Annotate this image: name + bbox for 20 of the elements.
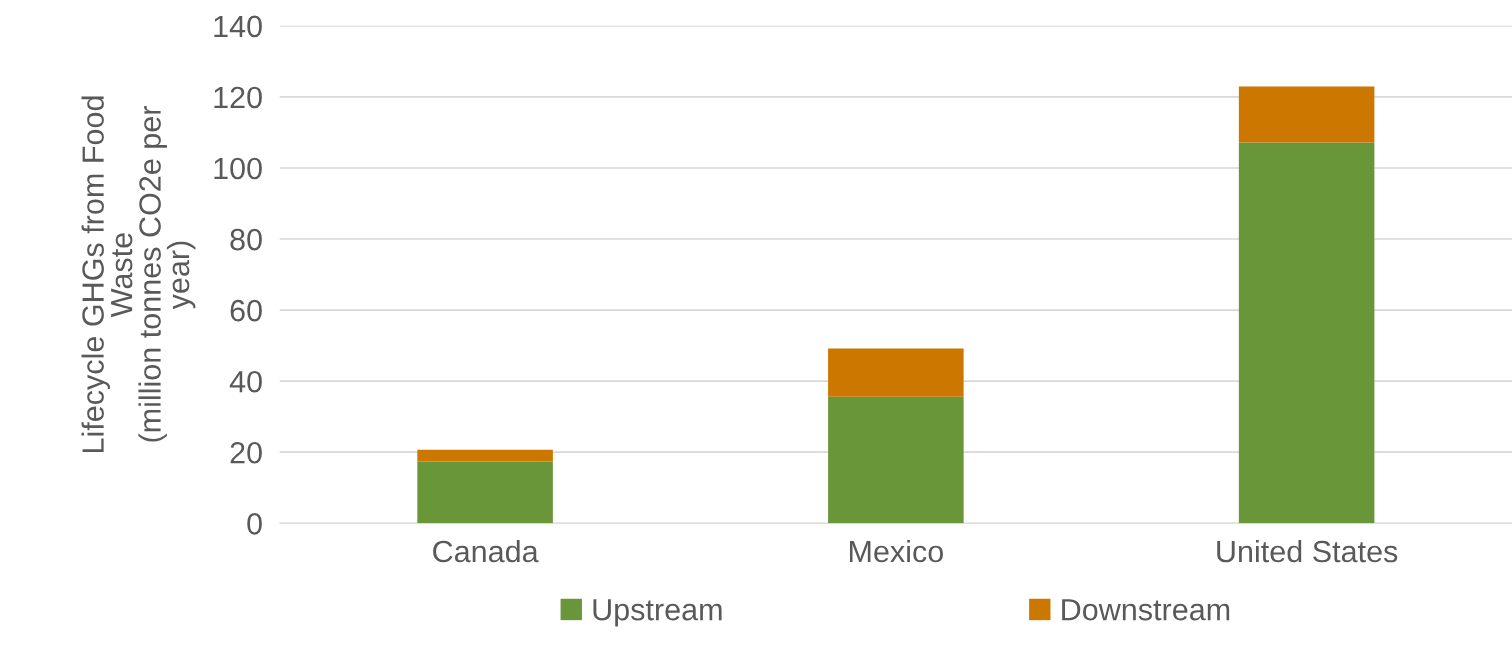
bar — [828, 348, 964, 397]
x-tick-label: Mexico — [849, 539, 943, 563]
y-tick-label: 40 — [229, 370, 262, 393]
x-tick-label: Canada — [433, 539, 539, 563]
legend-label: Downstream — [1062, 599, 1230, 621]
y-tick-label: 140 — [214, 15, 262, 38]
legend-label: Upstream — [593, 599, 722, 627]
bar — [1238, 86, 1375, 143]
x-tick-label: United States — [1217, 539, 1398, 563]
y-tick-label: 0 — [247, 513, 262, 535]
bar — [417, 449, 553, 462]
bar — [417, 461, 553, 524]
y-tick-label: 20 — [230, 441, 262, 464]
y-tick-label: 80 — [230, 228, 262, 251]
y-tick-label: 120 — [214, 86, 262, 109]
y-axis-title: Lifecycle GHGs from Food Waste (million tonnes CO2e per year) — [81, 96, 196, 453]
y-tick-label: 60 — [230, 299, 262, 322]
bar — [1238, 142, 1375, 524]
y-tick-label: 100 — [214, 157, 262, 180]
bar — [828, 396, 964, 524]
